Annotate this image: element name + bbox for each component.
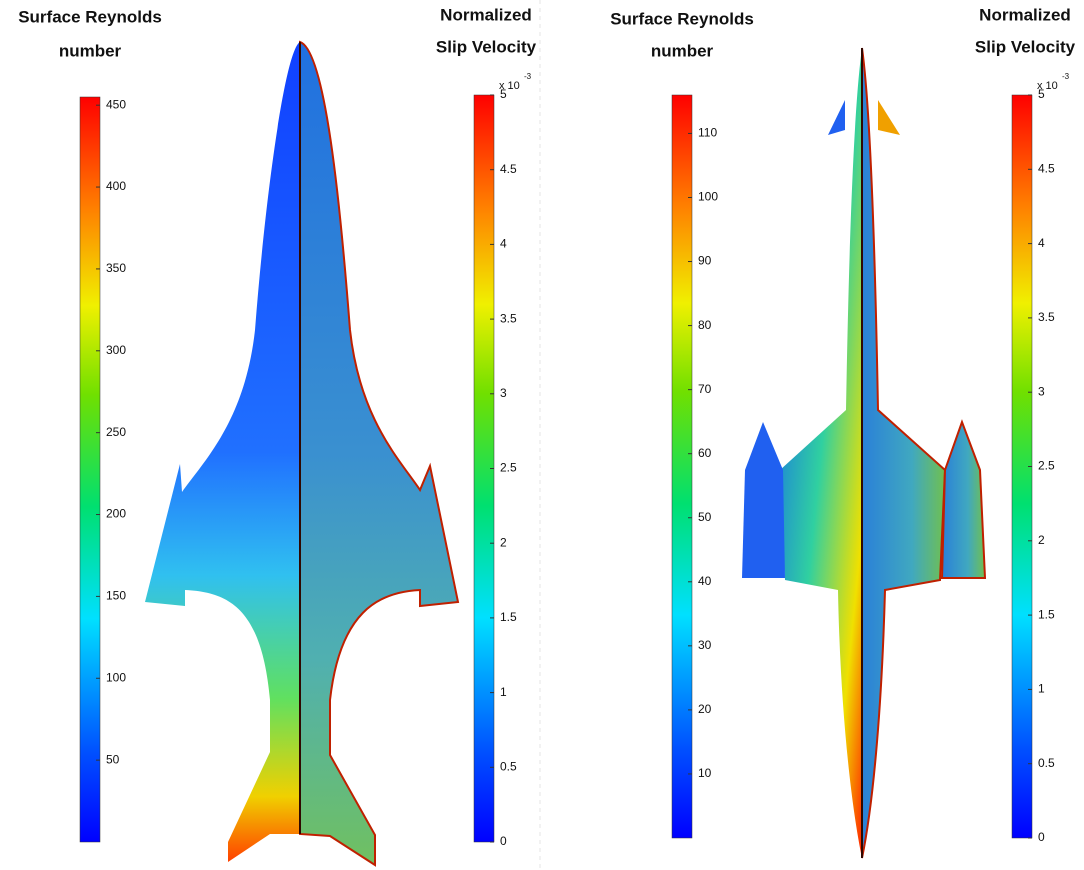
tick-label: 10 — [698, 766, 712, 780]
tick-label: 0 — [1038, 830, 1045, 844]
tick-label: 350 — [106, 261, 126, 275]
tick-label: 3 — [1038, 384, 1045, 398]
tick-label: 2 — [1038, 533, 1045, 547]
vehicle-right — [742, 47, 987, 859]
colorbar-title: number — [59, 41, 122, 60]
tick-label: 4.5 — [1038, 161, 1055, 175]
tick-label: 50 — [698, 510, 712, 524]
tick-label: 20 — [698, 702, 712, 716]
exponent: -3 — [524, 72, 532, 81]
tick-label: 100 — [698, 190, 718, 204]
tick-label: 150 — [106, 589, 126, 603]
tick-label: 2.5 — [1038, 459, 1055, 473]
colorbar-title: Surface Reynolds — [610, 9, 754, 28]
colorbar-title: Normalized — [440, 5, 532, 24]
tick-label: 5 — [500, 87, 507, 101]
tick-label: 110 — [698, 126, 717, 140]
colorbar-title: number — [651, 41, 714, 60]
tick-label: 60 — [698, 446, 712, 460]
vehicle-left — [145, 40, 460, 867]
tick-label: 5 — [1038, 87, 1045, 101]
tick-label: 4 — [1038, 236, 1045, 250]
exponent: -3 — [1062, 72, 1070, 81]
tick-label: 450 — [106, 97, 126, 111]
tick-label: 3 — [500, 386, 507, 400]
tick-label: 80 — [698, 318, 712, 332]
tick-label: 40 — [698, 574, 712, 588]
tick-label: 1 — [1038, 682, 1045, 696]
colorbar — [671, 94, 693, 839]
tick-label: 50 — [106, 752, 120, 766]
tick-label: 1.5 — [1038, 607, 1055, 621]
tick-label: 90 — [698, 254, 712, 268]
colorbar-title: Slip Velocity — [975, 37, 1076, 56]
tick-label: 300 — [106, 343, 126, 357]
tick-label: 0 — [500, 834, 507, 848]
tick-label: 70 — [698, 382, 712, 396]
multiplier: x 10 — [1037, 80, 1058, 92]
tick-label: 3.5 — [500, 311, 517, 325]
colorbar-title: Slip Velocity — [436, 37, 537, 56]
colorbar-title: Surface Reynolds — [18, 7, 162, 26]
tick-label: 1 — [500, 685, 507, 699]
tick-label: 2 — [500, 535, 507, 549]
tick-label: 4 — [500, 237, 507, 251]
tick-label: 200 — [106, 507, 126, 521]
tick-label: 400 — [106, 179, 126, 193]
colorbar — [79, 96, 101, 843]
tick-label: 4.5 — [500, 162, 517, 176]
colorbar-title: Normalized — [979, 5, 1071, 24]
tick-label: 0.5 — [1038, 756, 1055, 770]
tick-label: 1.5 — [500, 610, 517, 624]
tick-label: 2.5 — [500, 461, 517, 475]
tick-label: 3.5 — [1038, 310, 1055, 324]
tick-label: 30 — [698, 638, 712, 652]
tick-label: 100 — [106, 670, 126, 684]
tick-label: 250 — [106, 425, 126, 439]
tick-label: 0.5 — [500, 759, 517, 773]
multiplier: x 10 — [499, 80, 520, 92]
